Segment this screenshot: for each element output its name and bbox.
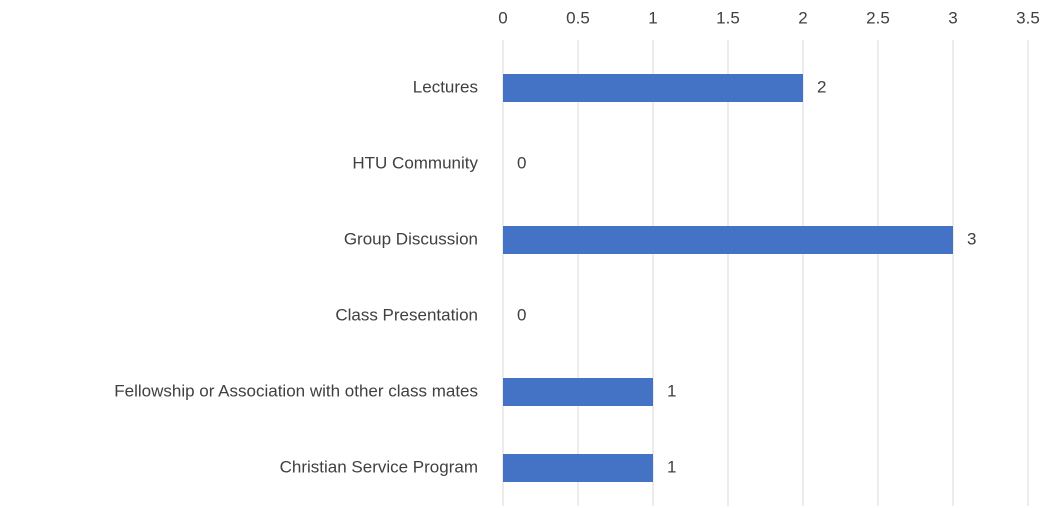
y-tick-label: Christian Service Program xyxy=(280,457,478,476)
data-label: 0 xyxy=(517,153,526,172)
x-tick-label: 3.5 xyxy=(1016,8,1040,27)
y-tick-label: Group Discussion xyxy=(344,229,478,248)
y-tick-label: HTU Community xyxy=(352,153,478,172)
x-tick-label: 2.5 xyxy=(866,8,890,27)
data-label: 1 xyxy=(667,457,676,476)
x-tick-label: 0.5 xyxy=(566,8,590,27)
bar xyxy=(503,378,653,406)
data-label: 2 xyxy=(817,77,826,96)
x-tick-label: 1 xyxy=(648,8,657,27)
bar xyxy=(503,226,953,254)
x-tick-label: 2 xyxy=(798,8,807,27)
bar xyxy=(503,74,803,102)
x-tick-label: 1.5 xyxy=(716,8,740,27)
x-tick-label: 3 xyxy=(948,8,957,27)
data-label: 0 xyxy=(517,305,526,324)
data-label: 3 xyxy=(967,229,976,248)
y-tick-label: Class Presentation xyxy=(335,305,478,324)
y-tick-label: Fellowship or Association with other cla… xyxy=(114,381,478,400)
y-tick-label: Lectures xyxy=(413,77,478,96)
data-label: 1 xyxy=(667,381,676,400)
x-tick-label: 0 xyxy=(498,8,507,27)
bar xyxy=(503,454,653,482)
